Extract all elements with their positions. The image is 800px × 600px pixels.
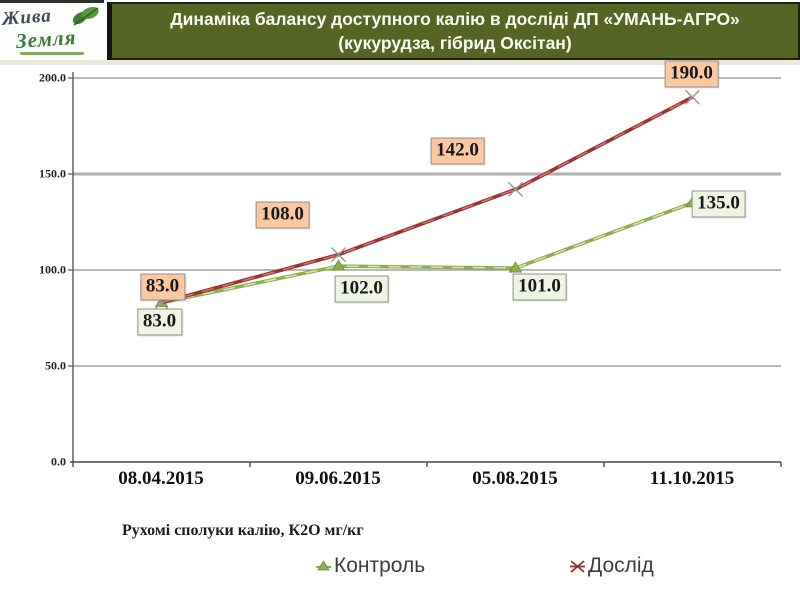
x-label-1: 08.04.2015 bbox=[118, 468, 204, 489]
slide-title-line1: Динаміка балансу доступного калію в досл… bbox=[170, 9, 740, 29]
data-label-Контроль-09.06.2015: 102.0 bbox=[334, 275, 389, 303]
data-label-Дослід-05.08.2015: 142.0 bbox=[430, 137, 485, 165]
slide-title-bar: Динаміка балансу доступного калію в досл… bbox=[107, 2, 800, 60]
experiment-series-marker-icon bbox=[570, 559, 585, 573]
legend-label-experiment: Дослід bbox=[588, 554, 654, 577]
x-label-3: 05.08.2015 bbox=[472, 468, 558, 489]
data-label-Контроль-11.10.2015: 135.0 bbox=[691, 190, 746, 218]
chart-legend: Контроль Дослід bbox=[0, 554, 760, 582]
data-label-Дослід-08.04.2015: 83.0 bbox=[139, 273, 186, 301]
legend-label-control: Контроль bbox=[334, 554, 426, 577]
data-label-Контроль-05.08.2015: 101.0 bbox=[512, 273, 567, 301]
legend-item-control: Контроль bbox=[316, 554, 425, 578]
data-label-Дослід-11.10.2015: 190.0 bbox=[664, 60, 719, 88]
header-divider bbox=[0, 60, 800, 65]
leaf-icon bbox=[72, 6, 99, 26]
y-tick-50: 50.0 bbox=[45, 358, 66, 373]
x-label-2: 09.06.2015 bbox=[295, 468, 381, 489]
y-tick-0: 0.0 bbox=[51, 454, 66, 469]
y-tick-100: 100.0 bbox=[39, 262, 66, 277]
slide-title-line2: (кукурудза, гібрид Оксітан) bbox=[338, 33, 572, 53]
legend-item-experiment: Дослід bbox=[570, 554, 654, 578]
y-tick-150: 150.0 bbox=[39, 166, 66, 181]
x-label-4: 11.10.2015 bbox=[649, 468, 735, 489]
axis-caption: Рухомі сполуки калію, К2О мг/кг bbox=[122, 522, 364, 539]
data-label-Контроль-08.04.2015: 83.0 bbox=[136, 308, 183, 336]
company-logo: Жива Земля bbox=[0, 0, 104, 58]
data-label-Дослід-09.06.2015: 108.0 bbox=[255, 201, 310, 229]
y-tick-200: 200.0 bbox=[39, 70, 66, 85]
logo-tagline bbox=[20, 52, 84, 55]
control-series-marker-icon bbox=[316, 559, 331, 570]
